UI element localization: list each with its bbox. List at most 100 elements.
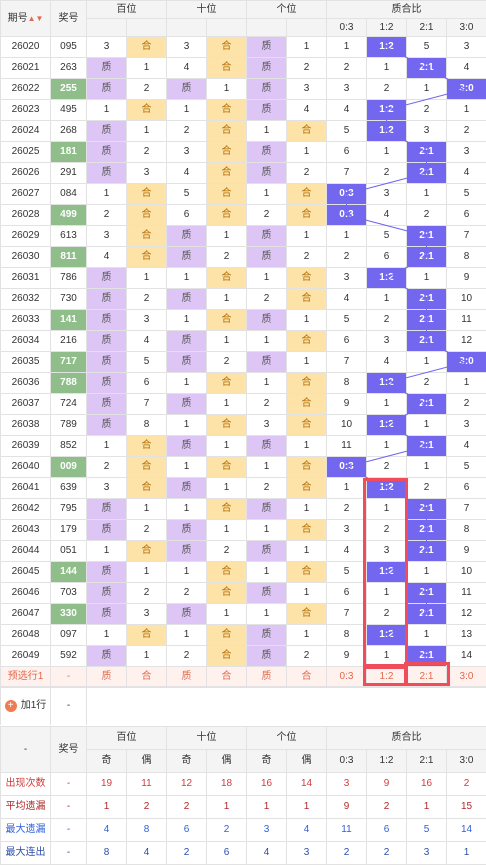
- prize-cell: 255: [51, 79, 87, 100]
- prize-cell: 144: [51, 562, 87, 583]
- digit-cell: 4: [167, 58, 207, 79]
- ratio-cell: 1: [407, 184, 447, 205]
- stats-ratio-header: 质合比: [327, 727, 486, 750]
- digit-cell: 3: [167, 142, 207, 163]
- ratio-cell: 1: [367, 583, 407, 604]
- issue-cell: 26036: [1, 373, 51, 394]
- ratio-col-3-0: 3:0: [447, 19, 486, 37]
- stats-value: 3: [407, 842, 447, 865]
- ratio-cell: 1: [407, 79, 447, 100]
- preselect-option[interactable]: 2:1: [407, 667, 447, 688]
- ratio-cell: 1: [327, 37, 367, 58]
- stats-sub-header: 偶: [207, 750, 247, 773]
- preselect-option[interactable]: 合: [127, 667, 167, 688]
- stats-label: 平均遗漏: [1, 796, 51, 819]
- preselect-label: 预选行1: [1, 667, 51, 688]
- digit-cell: 2: [207, 352, 247, 373]
- ratio-cell: 3:0: [447, 79, 486, 100]
- digit-cell: 质: [167, 394, 207, 415]
- prize-cell: 499: [51, 205, 87, 226]
- ratio-cell: 13: [447, 625, 486, 646]
- digit-cell: 2: [87, 457, 127, 478]
- digit-cell: 合: [287, 562, 327, 583]
- digit-cell: 合: [207, 121, 247, 142]
- digit-cell: 质: [247, 247, 287, 268]
- digit-cell: 合: [127, 184, 167, 205]
- digit-cell: 合: [207, 184, 247, 205]
- ratio-cell: 1:2: [367, 478, 407, 499]
- stats-sub-header: 0:3: [327, 750, 367, 773]
- digit-cell: 2: [207, 541, 247, 562]
- prize-cell: 181: [51, 142, 87, 163]
- stats-value: 11: [327, 819, 367, 842]
- stats-value: 2: [167, 842, 207, 865]
- stats-value: 1: [287, 796, 327, 819]
- add-row-button[interactable]: + 加1行: [5, 696, 47, 716]
- ratio-cell: 1: [367, 289, 407, 310]
- issue-header[interactable]: 期号▲▼: [1, 1, 51, 37]
- prize-cell: 724: [51, 394, 87, 415]
- ratio-cell: 2:1: [407, 163, 447, 184]
- digit-cell: 质: [87, 562, 127, 583]
- digit-cell: 1: [167, 499, 207, 520]
- digit-cell: 2: [247, 478, 287, 499]
- preselect-option[interactable]: 合: [287, 667, 327, 688]
- digit-cell: 合: [207, 583, 247, 604]
- ratio-cell: 8: [447, 247, 486, 268]
- preselect-option[interactable]: 1:2: [367, 667, 407, 688]
- digit-cell: 1: [127, 121, 167, 142]
- sort-icon[interactable]: ▲▼: [28, 14, 44, 23]
- digit-cell: 质: [167, 247, 207, 268]
- digit-cell: 合: [127, 541, 167, 562]
- ratio-cell: 2:1: [407, 604, 447, 625]
- ratio-cell: 0:3: [327, 457, 367, 478]
- digit-cell: 1: [167, 415, 207, 436]
- digit-cell: 1: [287, 352, 327, 373]
- preselect-option[interactable]: 3:0: [447, 667, 486, 688]
- digit-cell: 合: [207, 562, 247, 583]
- digit-cell: 3: [287, 79, 327, 100]
- ratio-cell: 2: [407, 478, 447, 499]
- digit-cell: 1: [207, 226, 247, 247]
- preselect-option[interactable]: 0:3: [327, 667, 367, 688]
- stats-sub-header: 偶: [127, 750, 167, 773]
- prize-cell: 717: [51, 352, 87, 373]
- preselect-option[interactable]: 质: [247, 667, 287, 688]
- digit-cell: 合: [207, 37, 247, 58]
- ratio-cell: 12: [447, 604, 486, 625]
- digit-cell: 质: [87, 331, 127, 352]
- stats-value: 6: [367, 819, 407, 842]
- prize-cell: 009: [51, 457, 87, 478]
- digit-cell: 1: [167, 268, 207, 289]
- ratio-cell: 1: [407, 457, 447, 478]
- digit-cell: 5: [127, 352, 167, 373]
- ratio-cell: 8: [447, 520, 486, 541]
- digit-cell: 1: [87, 100, 127, 121]
- stats-value: 16: [407, 773, 447, 796]
- ratio-cell: 5: [447, 457, 486, 478]
- ratio-cell: 2: [327, 58, 367, 79]
- digit-cell: 合: [127, 247, 167, 268]
- ratio-cell: 1: [327, 478, 367, 499]
- ratio-cell: 1:2: [367, 373, 407, 394]
- preselect-option[interactable]: 合: [207, 667, 247, 688]
- preselect-option[interactable]: 质: [167, 667, 207, 688]
- prize-cell: 179: [51, 520, 87, 541]
- digit-cell: 合: [207, 373, 247, 394]
- stats-prize-header: 奖号: [51, 727, 87, 773]
- ratio-cell: 2: [367, 520, 407, 541]
- digit-cell: 合: [127, 457, 167, 478]
- digit-cell: 1: [287, 436, 327, 457]
- ratio-cell: 2: [367, 79, 407, 100]
- preselect-option[interactable]: 质: [87, 667, 127, 688]
